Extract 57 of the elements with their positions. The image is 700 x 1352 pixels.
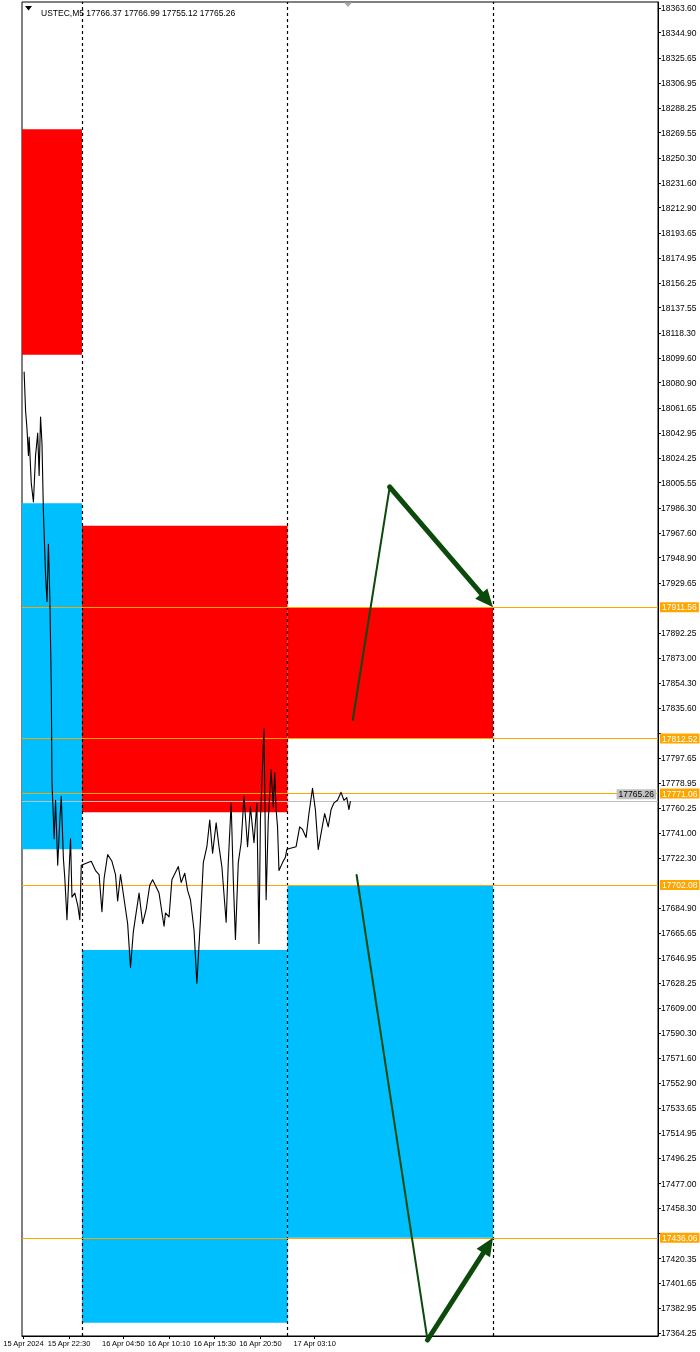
- y-tick-label: 17646.95: [661, 953, 697, 964]
- y-tick-label: 18137.55: [661, 302, 697, 313]
- y-tick-label: 18156.25: [661, 277, 697, 288]
- y-tick-label: 17948.90: [661, 552, 697, 563]
- y-tick-label: 17514.95: [661, 1128, 697, 1139]
- y-tick-label: 17986.30: [661, 503, 697, 514]
- y-tick-label: 17684.90: [661, 902, 697, 913]
- y-tick-label: 18024.25: [661, 452, 697, 463]
- y-tick-label: 18005.55: [661, 477, 697, 488]
- ref-line-label: 17765.26: [618, 789, 655, 800]
- y-tick-label: 18231.60: [661, 177, 697, 188]
- y-tick-label: 17628.25: [661, 977, 697, 988]
- y-tick-label: 18042.95: [661, 428, 697, 439]
- y-tick-label: 17722.30: [661, 853, 697, 864]
- ref-line-label: 17812.52: [662, 733, 698, 744]
- y-tick-label: 17420.35: [661, 1253, 697, 1264]
- y-tick-label: 18269.55: [661, 127, 697, 138]
- y-tick-label: 17590.30: [661, 1028, 697, 1039]
- y-tick-label: 18325.65: [661, 53, 697, 64]
- y-tick-label: 17892.25: [661, 627, 697, 638]
- y-tick-label: 17665.65: [661, 928, 697, 939]
- y-tick-label: 17571.60: [661, 1053, 697, 1064]
- text: USTEC,M5 17766.37 17766.99 17755.12 17765.26: [41, 7, 236, 18]
- y-tick-label: 17873.00: [661, 653, 697, 664]
- y-tick-label: 18061.65: [661, 403, 697, 414]
- y-tick-label: 18174.95: [661, 252, 697, 263]
- y-tick-label: 18363.60: [661, 2, 697, 13]
- y-tick-label: 18118.30: [661, 328, 697, 339]
- y-tick-label: 17382.95: [661, 1303, 697, 1314]
- y-tick-label: 18212.90: [661, 202, 697, 213]
- y-tick-label: 17797.65: [661, 753, 697, 764]
- y-tick-label: 17496.25: [661, 1152, 697, 1163]
- y-tick-label: 17477.00: [661, 1178, 697, 1189]
- ref-line-label: 17771.06: [662, 788, 698, 799]
- y-tick-label: 17364.25: [661, 1328, 697, 1339]
- y-tick-label: 18080.90: [661, 377, 697, 388]
- y-tick-label: 17533.65: [661, 1103, 697, 1114]
- y-tick-label: 18306.95: [661, 77, 697, 88]
- y-tick-label: 18250.30: [661, 153, 697, 164]
- y-tick-label: 17552.90: [661, 1077, 697, 1088]
- ref-line-label: 17911.56: [662, 602, 698, 613]
- y-tick-label: 17458.30: [661, 1203, 697, 1214]
- y-tick-label: 17929.65: [661, 578, 697, 589]
- y-tick-label: 17609.00: [661, 1003, 697, 1014]
- y-tick-label: 17835.60: [661, 702, 697, 713]
- y-tick-label: 18288.25: [661, 102, 697, 113]
- y-tick-label: 18193.65: [661, 228, 697, 239]
- y-tick-label: 17760.25: [661, 802, 697, 813]
- y-tick-label: 17401.65: [661, 1278, 697, 1289]
- y-tick-label: 17741.00: [661, 828, 697, 839]
- y-tick-label: 18099.60: [661, 352, 697, 363]
- y-tick-label: 17967.60: [661, 527, 697, 538]
- y-tick-label: 17854.30: [661, 678, 697, 689]
- y-tick-label: 17778.95: [661, 778, 697, 789]
- ref-line-label: 17436.06: [662, 1232, 698, 1243]
- ref-line-label: 17702.08: [662, 880, 698, 891]
- y-tick-label: 18344.90: [661, 27, 697, 38]
